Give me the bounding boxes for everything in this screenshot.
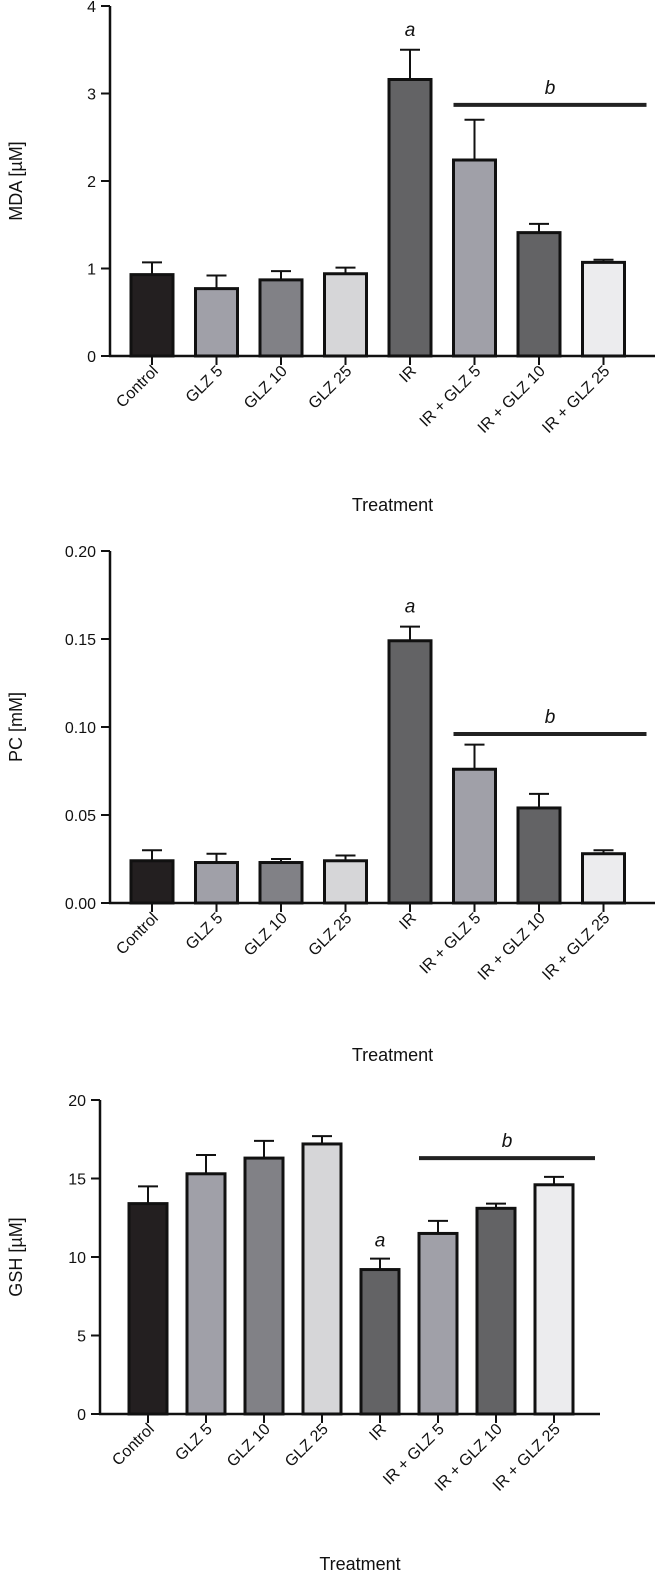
mda-bar: [581, 260, 626, 358]
pc-bar: [581, 852, 626, 905]
pc-y-tick-label: 0.15: [65, 632, 96, 649]
pc-y-tick-label: 0.20: [65, 544, 96, 561]
mda-significance-b: b: [545, 78, 556, 99]
pc-significance-b: b: [545, 707, 556, 728]
gsh-bar: [417, 1231, 459, 1416]
pc-bar: [387, 639, 433, 905]
gsh-x-axis-title: Treatment: [319, 1554, 400, 1574]
mda-y-tick-label: 3: [87, 87, 96, 104]
mda-bar: [387, 78, 433, 358]
gsh-chart-panel: 0 5 10 15 20 Control GLZ 5 GLZ 10 GLZ 25 IR IR + G…: [0, 1070, 660, 1576]
mda-significance-a: a: [405, 20, 416, 41]
pc-x-axis-title: Treatment: [352, 1045, 433, 1065]
pc-bar-chart: 0.00 0.05 0.10 0.15 0.20 Control GLZ 5 GLZ 10 GL…: [6, 544, 655, 1065]
gsh-category-label: Control: [109, 1421, 157, 1469]
gsh-significance-a: a: [375, 1231, 386, 1252]
gsh-bar: [475, 1206, 517, 1416]
mda-y-tick-label: 1: [87, 262, 96, 279]
gsh-bar: [185, 1172, 227, 1416]
gsh-category-label: GLZ 10: [224, 1421, 274, 1471]
pc-category-label: GLZ 5: [183, 910, 227, 954]
pc-bar: [323, 859, 368, 905]
gsh-y-tick-label: 0: [77, 1407, 86, 1424]
pc-chart-panel: 0.00 0.05 0.10 0.15 0.20 Control GLZ 5 GLZ 10 GL…: [0, 525, 660, 1070]
gsh-y-tick-label: 10: [68, 1250, 86, 1267]
pc-category-label: IR + GLZ 10: [475, 910, 549, 984]
mda-bar: [258, 278, 304, 358]
mda-bar: [194, 287, 239, 358]
pc-y-tick-label: 0.05: [65, 808, 96, 825]
mda-category-label: GLZ 25: [306, 363, 356, 413]
gsh-bar: [359, 1268, 401, 1416]
pc-category-label: IR + GLZ 5: [417, 910, 485, 978]
mda-category-label: Control: [113, 363, 161, 411]
mda-category-label: IR + GLZ 25: [539, 363, 613, 437]
gsh-y-axis-title: GSH [µM]: [6, 1217, 26, 1296]
pc-category-label: IR + GLZ 25: [539, 910, 613, 984]
mda-x-axis-title: Treatment: [352, 495, 433, 515]
mda-bar: [452, 158, 497, 358]
mda-category-label: GLZ 5: [183, 363, 227, 407]
mda-category-label: IR: [396, 363, 419, 386]
mda-category-label: IR + GLZ 10: [475, 363, 549, 437]
pc-y-tick-label: 0.00: [65, 896, 96, 913]
pc-bar: [258, 861, 304, 905]
pc-y-axis-title: PC [mM]: [6, 692, 26, 762]
gsh-bar: [533, 1183, 575, 1416]
pc-category-label: IR: [396, 910, 419, 933]
pc-bar: [194, 861, 239, 905]
mda-chart-panel: 0 1 2 3 4 Control GLZ 5 GLZ 10 GLZ 25 IR IR + GLZ …: [0, 0, 660, 525]
gsh-category-label: GLZ 5: [172, 1421, 216, 1465]
mda-y-axis-title: MDA [µM]: [6, 141, 26, 220]
pc-y-tick-label: 0.10: [65, 720, 96, 737]
pc-significance-a: a: [405, 597, 416, 618]
mda-bar: [516, 231, 562, 358]
pc-category-label: Control: [113, 910, 161, 958]
gsh-y-tick-label: 20: [68, 1093, 86, 1110]
mda-bar: [129, 273, 175, 358]
gsh-category-label: GLZ 25: [282, 1421, 332, 1471]
pc-bar: [452, 767, 497, 905]
mda-y-tick-label: 0: [87, 349, 96, 366]
gsh-y-tick-label: 15: [68, 1172, 86, 1189]
mda-bar: [323, 272, 368, 358]
gsh-bar: [127, 1202, 169, 1416]
pc-category-label: GLZ 10: [241, 910, 291, 960]
gsh-significance-b: b: [502, 1131, 513, 1152]
gsh-category-label: IR: [366, 1421, 389, 1444]
pc-bar: [129, 859, 175, 905]
mda-category-label: GLZ 10: [241, 363, 291, 413]
pc-bar: [516, 806, 562, 905]
mda-y-tick-label: 4: [87, 0, 96, 16]
mda-y-tick-label: 2: [87, 174, 96, 191]
pc-category-label: GLZ 25: [306, 910, 356, 960]
mda-category-label: IR + GLZ 5: [417, 363, 485, 431]
gsh-bar: [301, 1142, 343, 1416]
gsh-bar: [243, 1156, 285, 1416]
gsh-y-tick-label: 5: [77, 1329, 86, 1346]
